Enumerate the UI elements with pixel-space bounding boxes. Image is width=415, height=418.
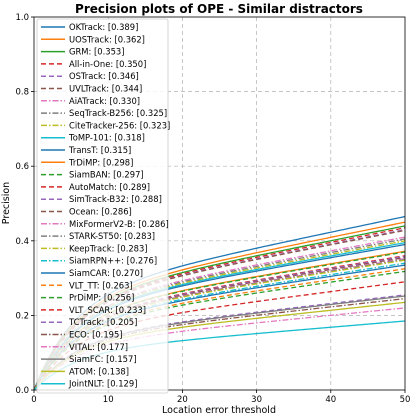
legend-entry: VLT_SCAR: [0.233] [69,305,146,315]
legend-entry: TransT: [0.315] [68,145,131,155]
y-tick-label: 0.0 [15,386,29,396]
axis-ticks: 0 10 20 30 40 50 0.0 0.2 0.4 0.6 0.8 1.0 [15,13,410,405]
x-tick-label: 30 [251,395,262,405]
legend-entry: UVLTrack: [0.344] [69,84,142,94]
x-tick-label: 0 [31,395,36,405]
x-tick-label: 40 [325,395,336,405]
legend-entry: PrDiMP: [0.256] [69,293,134,303]
legend-entry: KeepTrack: [0.283] [69,243,148,253]
legend-entry: OSTrack: [0.346] [69,71,139,81]
x-axis-label: Location error threshold [162,405,276,416]
legend-entry: UOSTrack: [0.362] [69,34,145,44]
chart-title: Precision plots of OPE - Similar distrac… [75,2,363,16]
legend-entry: SeqTrack-B256: [0.325] [69,108,167,118]
y-tick-label: 0.6 [15,162,29,172]
legend-entry: STARK-ST50: [0.283] [69,231,155,241]
legend-entry: VITAL: [0.177] [69,342,128,352]
series-line [33,259,406,391]
legend: OKTrack: [0.389] UOSTrack: [0.362] GRM: [0… [36,18,170,394]
y-tick-label: 0.4 [15,237,29,247]
legend-entry: SiamBAN: [0.297] [69,170,144,180]
legend-entry: All-in-One: [0.350] [69,59,146,69]
x-tick-label: 10 [103,395,114,405]
x-tick-label: 20 [177,395,188,405]
legend-entry: ECO: [0.195] [69,330,123,340]
y-axis-label: Precision [1,182,12,224]
y-tick-label: 0.2 [15,311,29,321]
x-tick-label: 50 [400,395,411,405]
legend-entry: SiamCAR: [0.270] [69,268,143,278]
legend-entry: TCTrack: [0.205] [68,317,137,327]
legend-entry: VLT_TT: [0.263] [69,280,133,290]
y-tick-label: 1.0 [15,13,29,23]
y-tick-label: 0.8 [15,88,29,98]
plot-frame [33,16,406,391]
legend-entry: CiteTracker-256: [0.323] [69,120,170,130]
legend-entry: AiATrack: [0.330] [69,96,140,106]
legend-entry: GRM: [0.353] [69,47,125,57]
series-line [33,255,406,391]
legend-entry: ATOM: [0.138] [69,366,129,376]
series-line [33,251,406,391]
legend-entry: JointNLT: [0.129] [68,379,137,389]
series-line [33,270,406,391]
legend-box [36,18,169,394]
series-line [33,238,406,391]
legend-entry: TrDiMP: [0.298] [68,157,133,167]
series-line [33,294,406,391]
series-line [33,307,406,391]
legend-entry: SimTrack-B32: [0.288] [69,194,162,204]
legend-entry: SiamRPN++: [0.276] [69,256,157,266]
legend-entry: ToMP-101: [0.318] [68,133,145,143]
series-line [33,229,406,391]
legend-entry: OKTrack: [0.389] [69,22,138,32]
legend-entry: Ocean: [0.286] [69,207,132,217]
legend-entry: AutoMatch: [0.289] [69,182,150,192]
series-line [33,262,406,391]
legend-entry: MixFormerV2-B: [0.286] [69,219,169,229]
legend-entry: SiamFC: [0.157] [69,354,137,364]
